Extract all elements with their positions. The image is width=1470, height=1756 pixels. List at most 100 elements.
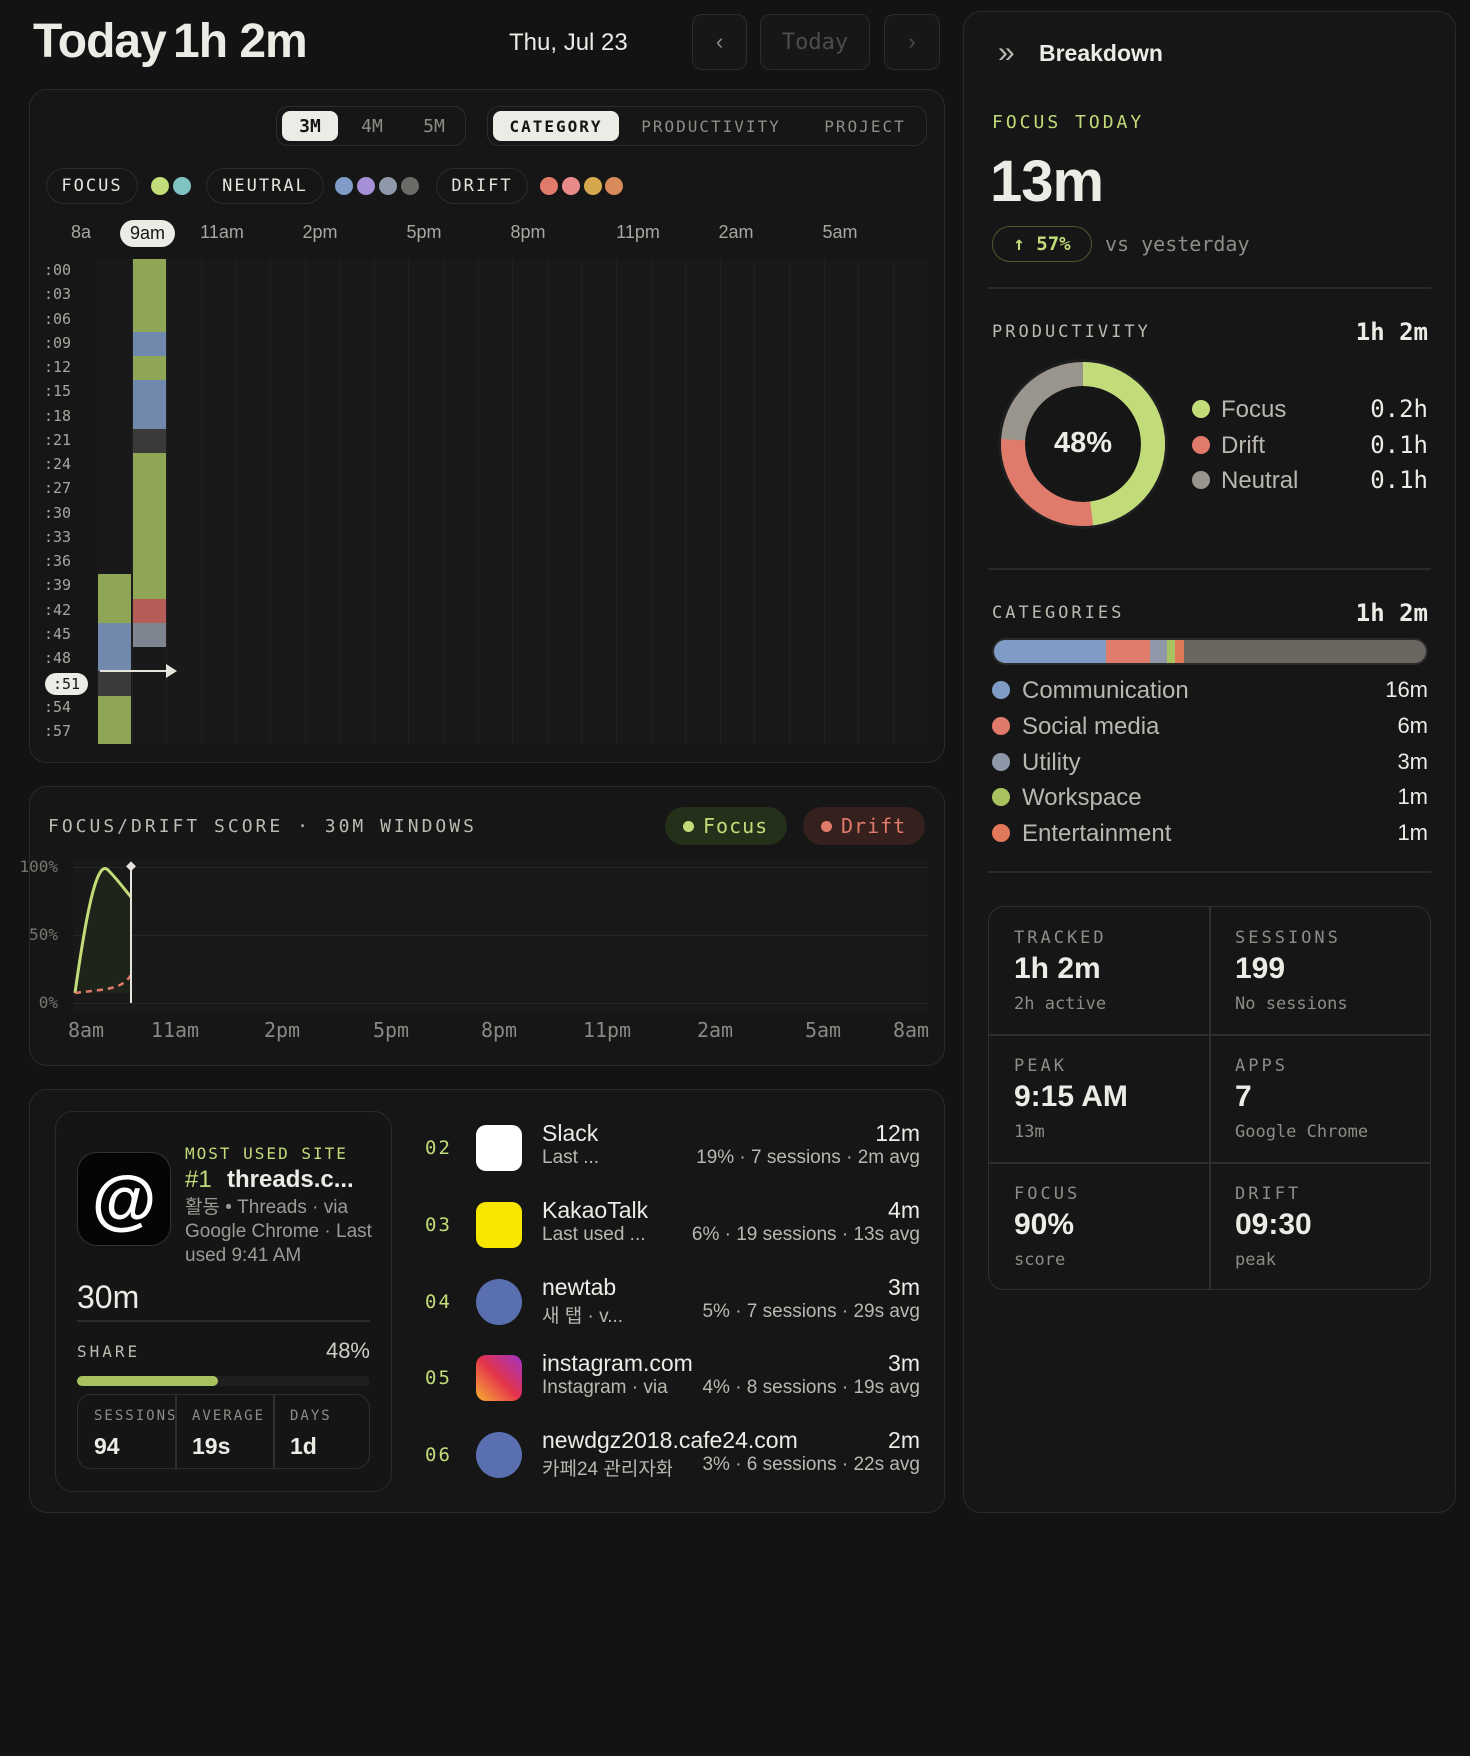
score-x-label: 5am: [804, 1018, 842, 1042]
productivity-name: Focus: [1221, 396, 1287, 423]
focus-value: 13m: [990, 149, 1104, 214]
hour-label: 5pm: [406, 222, 442, 242]
category-segment: [1150, 640, 1167, 663]
grid-column: [373, 259, 375, 744]
activity-block: [98, 695, 131, 744]
score-grid-line: [73, 1003, 928, 1004]
score-y-label: 50%: [29, 925, 58, 944]
prev-button[interactable]: ‹: [692, 14, 747, 70]
stats-box: [77, 1394, 370, 1469]
zoom-option[interactable]: 4M: [361, 115, 383, 137]
cursor-diamond: [126, 861, 136, 872]
category-name: Entertainment: [1022, 820, 1172, 848]
grid-column: [823, 259, 825, 744]
site-rank: 03: [425, 1213, 452, 1236]
divider: [988, 287, 1431, 289]
site-stats: 3% · 6 sessions · 22s avg: [702, 1454, 920, 1476]
legend-dot: [1192, 435, 1210, 454]
hour-label: 11pm: [616, 222, 660, 242]
score-grid-line: [73, 935, 928, 936]
share-value: 48%: [325, 1338, 370, 1363]
legend-chip: NEUTRAL: [206, 168, 324, 204]
site-sub: 카페24 관리자화면 · via Google...: [542, 1459, 672, 1481]
minute-label: :09: [44, 333, 72, 352]
minute-label: :54: [44, 697, 72, 716]
stat-value: 1d: [290, 1433, 317, 1459]
score-x-label: 2pm: [263, 1018, 301, 1042]
legend-chip: DRIFT: [436, 168, 528, 204]
minute-label: :30: [44, 503, 72, 522]
legend-dot: [1192, 400, 1210, 418]
stat-note: Google Chrome: [1235, 1122, 1369, 1142]
next-button[interactable]: ›: [884, 14, 940, 70]
grid-column: [443, 259, 444, 744]
productivity-name: Neutral: [1221, 467, 1299, 494]
category-value: 1m: [1397, 820, 1428, 846]
legend-dot: [151, 177, 169, 195]
stat-value: 09:30: [1235, 1208, 1312, 1241]
minute-label: :51: [45, 673, 89, 696]
legend-dot: [992, 752, 1010, 771]
score-legend-dot: [821, 821, 832, 832]
score-x-label: 5pm: [372, 1018, 410, 1042]
hour-label: 2pm: [302, 222, 338, 242]
score-legend-dot: [683, 821, 694, 832]
minute-label: :24: [44, 455, 72, 473]
activity-block: [98, 574, 131, 623]
stat-label: TRACKED: [1014, 928, 1107, 948]
grid-column: [546, 259, 548, 744]
activity-block: [132, 380, 166, 429]
productivity-total: 1h 2m: [1355, 318, 1428, 346]
top-site-duration: 30m: [77, 1279, 140, 1315]
score-x-label: 8am: [892, 1018, 930, 1042]
zoom-option[interactable]: 3M: [282, 111, 338, 141]
total-time: 1h 2m: [173, 15, 308, 68]
grid-column: [616, 259, 617, 744]
stat-note: peak: [1235, 1250, 1276, 1270]
activity-block: [132, 428, 166, 453]
grid-column: [512, 259, 514, 744]
stat-value: 199: [1235, 952, 1286, 985]
score-title: FOCUS/DRIFT SCORE · 30M WINDOWS: [48, 816, 477, 837]
stats-divider: [1209, 907, 1211, 1289]
drift-line: [74, 974, 133, 995]
donut-drift: [1001, 362, 1165, 526]
grid-column: [270, 259, 271, 744]
today-button[interactable]: Today: [760, 14, 870, 70]
activity-block: [132, 453, 166, 599]
site-name: instagram.com: [542, 1350, 693, 1377]
stats-grid: [988, 906, 1431, 1290]
legend-dot: [605, 177, 623, 195]
zoom-option[interactable]: 5M: [423, 115, 445, 137]
productivity-value: 0.2h: [1370, 395, 1428, 423]
site-rank: 04: [425, 1290, 452, 1313]
legend-dot: [401, 177, 419, 195]
threads-glyph: @: [91, 1162, 157, 1236]
stat-label: SESSIONS: [1235, 928, 1341, 948]
hour-label: 8a: [70, 222, 92, 242]
score-legend-label: Drift: [841, 814, 907, 838]
stat-value: 94: [94, 1433, 120, 1459]
stats-divider: [989, 1034, 1430, 1036]
view-option[interactable]: PRODUCTIVITY: [641, 116, 781, 136]
score-x-label: 8am: [67, 1018, 105, 1042]
site-icon: [476, 1432, 522, 1479]
grid-column: [650, 259, 652, 744]
score-y-label: 0%: [38, 993, 58, 1012]
score-x-label: 11pm: [582, 1018, 632, 1042]
view-option[interactable]: PROJECT: [824, 116, 906, 136]
site-rank: 06: [425, 1444, 452, 1467]
hour-label: 8pm: [510, 222, 546, 242]
top-site-name: threads.c...: [227, 1166, 354, 1193]
view-option[interactable]: CATEGORY: [493, 111, 619, 141]
grid-column: [892, 259, 894, 744]
grid-column: [719, 259, 721, 744]
minute-label: :27: [44, 479, 72, 498]
site-sub: Last used ...: [542, 1223, 646, 1245]
stat-label: FOCUS: [1014, 1184, 1081, 1204]
category-segment: [1175, 640, 1184, 663]
top-site-label: MOST USED SITE: [185, 1144, 348, 1163]
activity-block: [132, 622, 166, 647]
category-segment: [994, 640, 1106, 663]
